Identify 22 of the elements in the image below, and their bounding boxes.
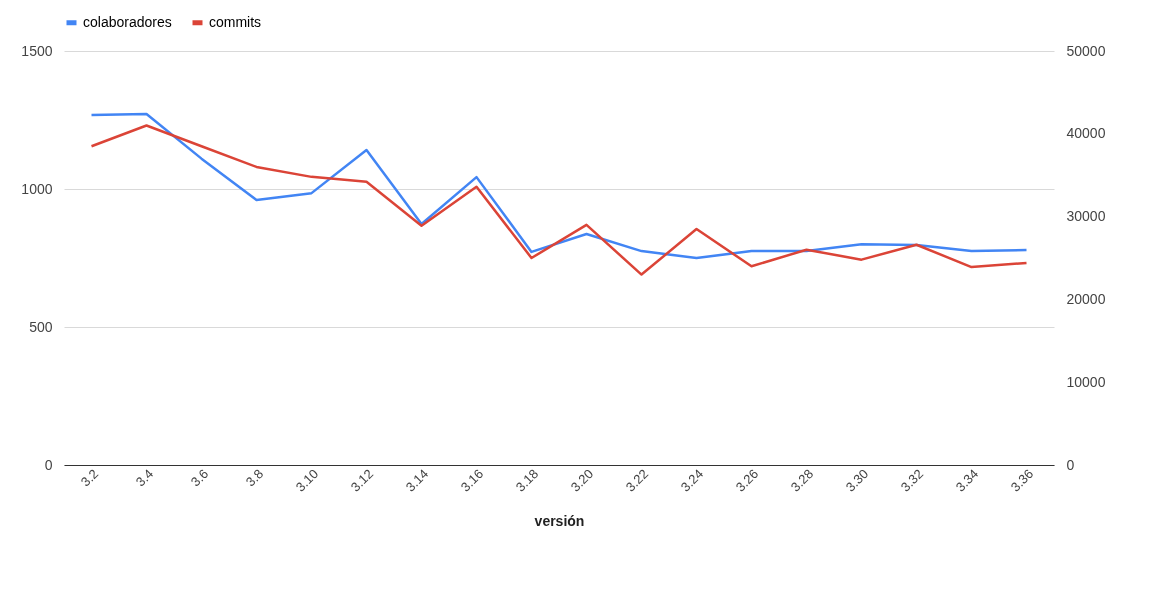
y-tick-label: 0: [44, 456, 53, 473]
line-series: [90, 124, 1028, 276]
x-tick-label: 3.30: [842, 466, 872, 495]
y-tick-label: 500: [29, 318, 53, 335]
x-tick-label: 3.4: [132, 466, 157, 490]
y-tick-label: 1500: [21, 42, 53, 59]
y2-tick-label: 20000: [1066, 290, 1106, 307]
x-tick-label: 3.10: [292, 466, 322, 495]
y2-tick-label: 0: [1066, 456, 1075, 473]
legend-label: colaboradores: [83, 13, 172, 30]
x-tick-label: 3.6: [187, 466, 212, 490]
y2-tick-label: 50000: [1066, 42, 1106, 59]
x-tick-label: 3.20: [567, 466, 597, 495]
y2-tick-label: 40000: [1066, 125, 1106, 142]
line-series: [90, 112, 1028, 260]
y-tick-label: 1000: [21, 180, 53, 197]
x-axis-title: versión: [534, 512, 585, 529]
y2-tick-label: 10000: [1066, 373, 1106, 390]
x-tick-label: 3.2: [77, 466, 102, 490]
y2-tick-label: 30000: [1066, 208, 1106, 225]
x-tick-label: 3.8: [242, 466, 267, 490]
legend-label: commits: [209, 13, 262, 30]
